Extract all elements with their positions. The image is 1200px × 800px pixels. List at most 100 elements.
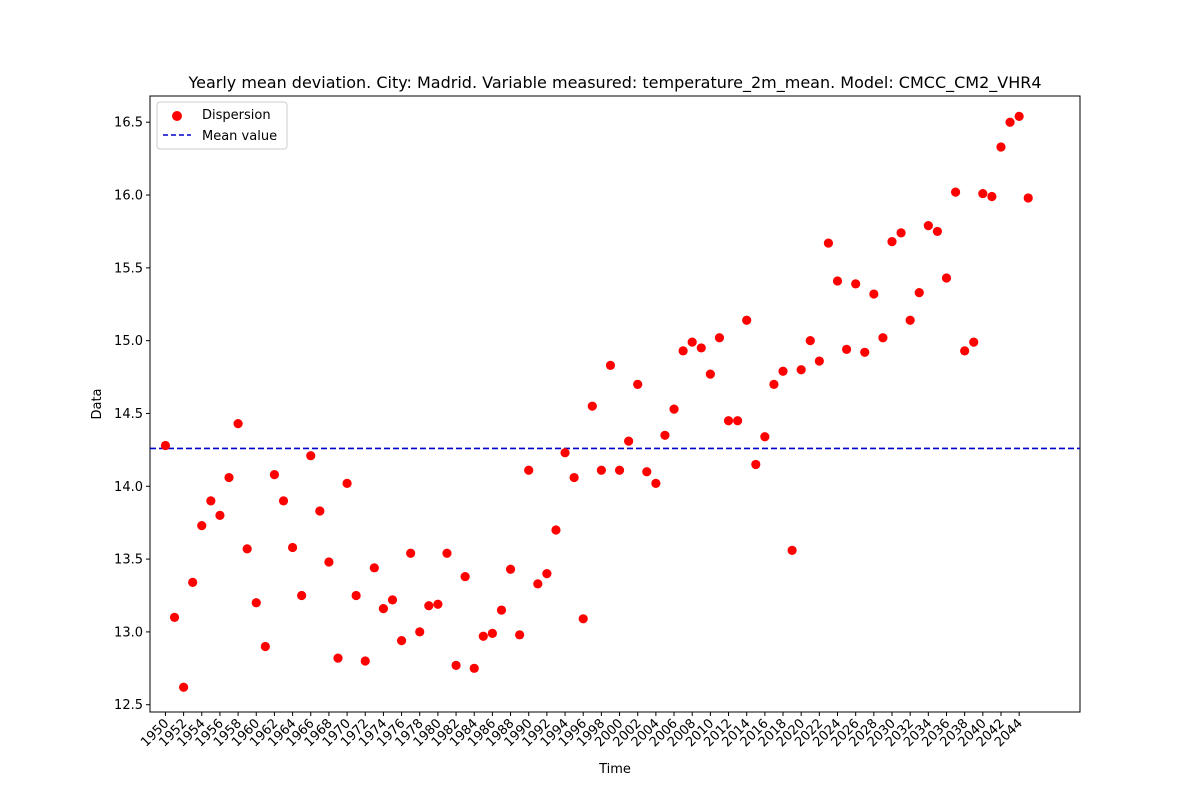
data-point	[505, 564, 516, 574]
data-point	[1023, 193, 1033, 203]
data-point	[805, 336, 815, 346]
y-tick-label: 14.0	[114, 480, 143, 495]
data-point	[315, 506, 325, 516]
data-point	[460, 571, 470, 582]
y-tick-label: 15.5	[114, 261, 143, 276]
data-point	[360, 656, 370, 666]
data-point	[751, 459, 761, 470]
data-point	[433, 599, 443, 609]
data-point	[378, 604, 389, 614]
data-point	[415, 627, 425, 637]
data-point	[569, 472, 579, 483]
data-point	[633, 379, 643, 389]
data-point	[251, 598, 261, 608]
data-point	[424, 601, 434, 611]
data-point	[342, 478, 352, 488]
data-point	[206, 496, 216, 506]
data-point	[160, 440, 171, 451]
data-points	[160, 111, 1033, 692]
data-point	[1005, 117, 1015, 127]
data-point	[714, 333, 725, 343]
data-point	[914, 287, 924, 298]
data-point	[687, 337, 697, 347]
data-point	[524, 465, 534, 475]
data-point	[188, 577, 198, 587]
data-point	[587, 401, 597, 411]
data-point	[860, 347, 870, 357]
data-point	[1014, 111, 1024, 121]
data-point	[515, 630, 525, 640]
data-point	[960, 346, 970, 356]
data-point	[287, 542, 298, 553]
data-point	[179, 682, 189, 692]
legend-marker-dispersion	[172, 111, 182, 121]
data-point	[996, 142, 1006, 152]
data-point	[923, 221, 933, 231]
data-point	[978, 188, 988, 199]
data-point	[387, 595, 398, 605]
y-tick-label: 12.5	[114, 698, 143, 713]
data-point	[369, 563, 379, 573]
y-tick-label: 16.5	[114, 116, 143, 131]
data-point	[851, 279, 861, 289]
data-point	[832, 276, 843, 286]
data-point	[551, 525, 561, 535]
data-point	[778, 366, 788, 376]
data-point	[560, 448, 570, 458]
legend-label-dispersion: Dispersion	[202, 108, 271, 123]
data-point	[278, 496, 289, 506]
data-point	[496, 605, 507, 615]
data-point	[796, 365, 806, 375]
data-point	[887, 237, 897, 247]
data-point	[624, 436, 634, 446]
data-point	[215, 510, 225, 521]
data-point	[642, 467, 652, 477]
data-point	[396, 636, 407, 646]
data-point	[905, 315, 915, 325]
data-point	[260, 641, 270, 652]
data-point	[578, 614, 588, 624]
data-point	[696, 343, 706, 353]
data-point	[451, 660, 461, 670]
data-point	[542, 569, 552, 579]
data-point	[614, 465, 625, 475]
x-axis: 1950195219541956195819601962196419661968…	[138, 712, 1026, 750]
legend-box	[156, 101, 288, 150]
data-point	[297, 590, 307, 601]
y-tick-label: 13.0	[114, 625, 143, 640]
y-tick-label: 16.0	[114, 189, 143, 204]
data-point	[932, 226, 943, 237]
data-point	[596, 465, 606, 475]
data-point	[878, 333, 888, 343]
data-point	[987, 191, 997, 202]
data-point	[841, 344, 852, 354]
data-point	[197, 520, 207, 531]
data-point	[224, 472, 234, 483]
legend-label-mean-value: Mean value	[202, 129, 277, 144]
data-point	[760, 432, 770, 442]
data-point	[306, 451, 316, 461]
y-axis-label: Data	[90, 388, 105, 419]
data-point	[678, 346, 688, 356]
data-point	[242, 544, 252, 554]
data-point	[442, 548, 452, 558]
data-point	[469, 663, 479, 673]
data-point	[969, 337, 979, 347]
data-point	[324, 557, 334, 567]
data-point	[733, 416, 743, 426]
x-axis-label: Time	[598, 762, 631, 777]
data-point	[269, 470, 280, 480]
data-point	[941, 273, 952, 283]
data-point	[660, 430, 670, 440]
data-point	[651, 478, 661, 488]
data-point	[487, 628, 497, 638]
data-point	[823, 238, 834, 248]
data-point	[896, 228, 906, 238]
data-point	[233, 419, 243, 429]
y-tick-label: 14.5	[114, 407, 143, 422]
data-point	[333, 653, 343, 663]
data-point	[769, 379, 779, 389]
data-point	[705, 369, 715, 379]
data-point	[723, 416, 734, 426]
